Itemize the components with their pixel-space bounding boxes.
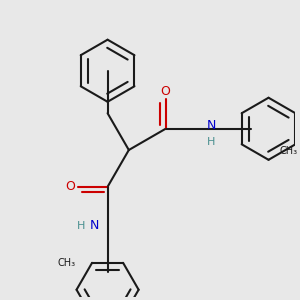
Text: N: N [90, 220, 99, 232]
Text: H: H [207, 137, 215, 147]
Text: CH₃: CH₃ [280, 146, 298, 156]
Text: N: N [207, 119, 216, 132]
Text: H: H [77, 221, 86, 231]
Text: CH₃: CH₃ [58, 258, 76, 268]
Text: O: O [65, 180, 75, 193]
Text: O: O [161, 85, 170, 98]
